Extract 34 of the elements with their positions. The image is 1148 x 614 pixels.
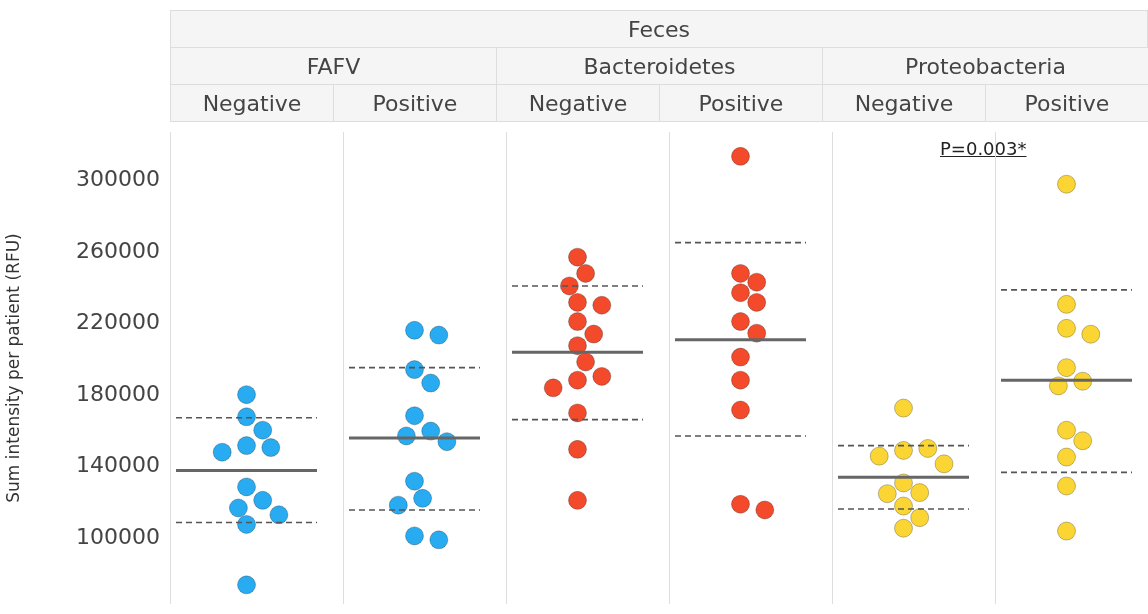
x-tick-label: Positive (985, 84, 1148, 122)
point (731, 146, 750, 166)
point (1057, 476, 1076, 496)
point (1057, 318, 1076, 338)
point (731, 283, 750, 303)
point (731, 347, 750, 367)
y-tick-label: 260000 (76, 237, 160, 263)
point (731, 263, 750, 283)
point (1057, 174, 1076, 194)
chart-title: FAFV (170, 47, 497, 85)
y-tick-label: 220000 (76, 309, 160, 335)
x-tick-label: Positive (333, 84, 497, 122)
point (1057, 447, 1076, 467)
point (731, 494, 750, 514)
point (1057, 294, 1076, 314)
x-tick-label: Negative (170, 84, 334, 122)
x-tick-label: Negative (496, 84, 660, 122)
x-tick-label: Positive (659, 84, 823, 122)
point (1057, 420, 1076, 440)
chart-title: Bacteroidetes (496, 47, 823, 85)
y-tick-label: 100000 (76, 523, 160, 549)
point (731, 312, 750, 332)
point (1057, 358, 1076, 378)
point (731, 370, 750, 390)
y-tick-label: 180000 (76, 380, 160, 406)
y-axis-title: Sum intensity per patient (RFU) (2, 233, 23, 503)
x-tick-label: Negative (822, 84, 986, 122)
chart-title: Proteobacteria (822, 47, 1148, 85)
y-tick-label: 140000 (76, 452, 160, 478)
annotation: P=0.003* (940, 138, 1027, 159)
point (731, 400, 750, 420)
y-tick-label: 300000 (76, 165, 160, 191)
text: Feces (170, 10, 1148, 48)
point (1057, 521, 1076, 541)
